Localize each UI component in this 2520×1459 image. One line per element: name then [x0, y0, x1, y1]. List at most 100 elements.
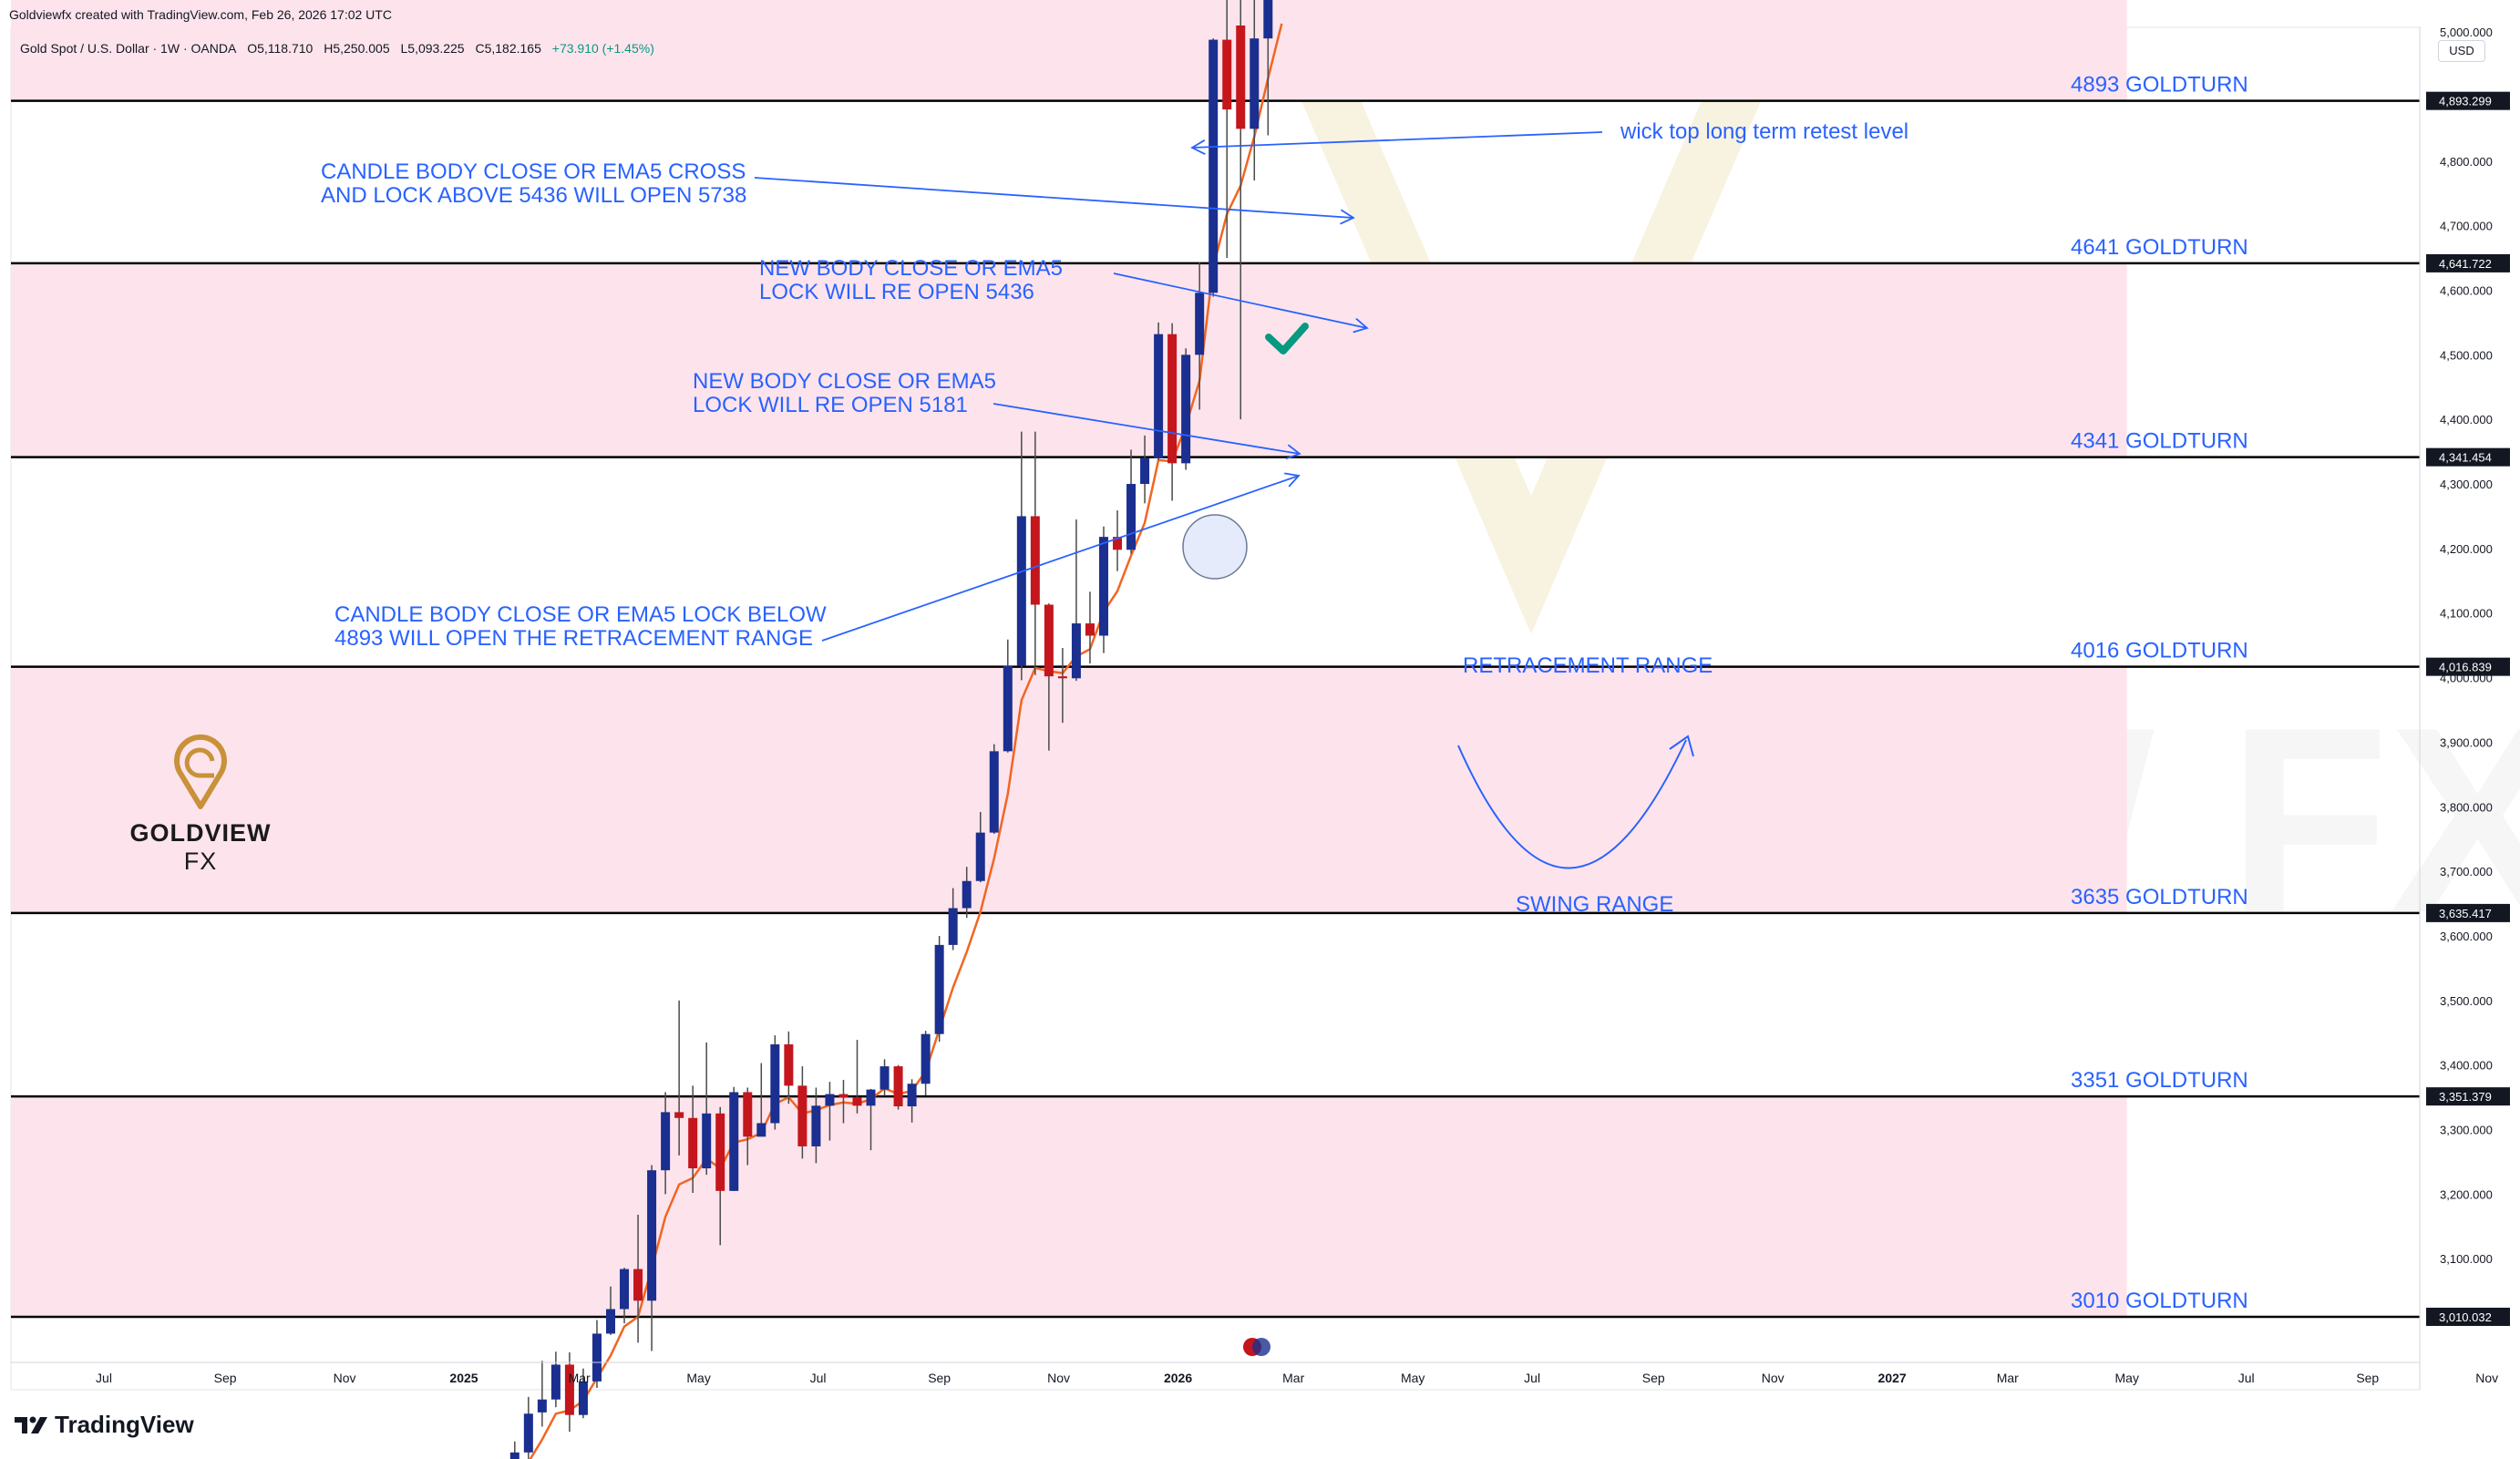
candle	[1209, 38, 1219, 297]
price-tick-label: 4,300.000	[2440, 478, 2493, 491]
candle	[1154, 322, 1164, 460]
candle	[606, 1286, 616, 1335]
symbol-name[interactable]: Gold Spot / U.S. Dollar · 1W · OANDA	[20, 41, 237, 56]
candle-body	[838, 1094, 849, 1098]
price-tick-label: 4,200.000	[2440, 542, 2493, 556]
level-label: 4016 GOLDTURN	[2071, 639, 2248, 663]
level-price-tag-text: 4,016.839	[2439, 661, 2492, 674]
candle-body	[989, 751, 999, 833]
time-tick-label: Sep	[928, 1371, 951, 1385]
tradingview-logo[interactable]: TradingView	[13, 1411, 194, 1439]
candle	[852, 1040, 862, 1114]
level-price-tag-bg	[2426, 1087, 2510, 1106]
candle-body	[743, 1092, 753, 1137]
level-label: 4341 GOLDTURN	[2071, 429, 2248, 454]
candle	[674, 1000, 684, 1156]
level-price-tag-text: 3,635.417	[2439, 907, 2492, 920]
candle	[729, 1086, 739, 1191]
swing-range-label: SWING RANGE	[1516, 892, 1673, 917]
annotation-4893-arrow	[821, 472, 1301, 642]
candle-body	[1071, 623, 1081, 679]
candle	[770, 1035, 780, 1130]
arrow-line	[993, 403, 1301, 455]
candle-body	[1085, 623, 1095, 636]
candle-body	[688, 1117, 698, 1169]
candle-body	[1209, 39, 1219, 293]
time-tick-label: Jul	[2238, 1371, 2255, 1385]
annotation-5738-line1: CANDLE BODY CLOSE OR EMA5 CROSS	[321, 159, 746, 184]
candle	[743, 1087, 753, 1166]
price-change: +73.910 (+1.45%)	[551, 41, 654, 56]
level-price-tag: 4,893.299	[2426, 91, 2510, 110]
candle-body	[1003, 665, 1013, 752]
time-tick-label: Nov	[2475, 1371, 2498, 1385]
candle-body	[1181, 354, 1191, 464]
candle	[578, 1368, 588, 1419]
ohlc-close: C5,182.165	[475, 41, 541, 56]
candle-body	[811, 1105, 821, 1146]
candle	[1016, 431, 1026, 681]
candle	[797, 1066, 807, 1159]
candle	[661, 1092, 671, 1195]
arrow-head	[1285, 444, 1301, 460]
candle	[591, 1320, 602, 1388]
time-tick-label: Nov	[1762, 1371, 1785, 1385]
candle-body	[825, 1094, 835, 1106]
ohlc-low: L5,093.225	[400, 41, 465, 56]
candle-body	[852, 1097, 862, 1106]
arrow-head	[1340, 209, 1355, 225]
highlight-circle	[1182, 514, 1248, 580]
currency-button[interactable]: USD	[2438, 40, 2485, 62]
candle	[825, 1082, 835, 1141]
price-tick-label: 3,300.000	[2440, 1124, 2493, 1137]
arrow-line	[754, 177, 1354, 219]
candle-body	[647, 1170, 657, 1301]
wick-top-arrow	[1190, 131, 1603, 155]
candle-body	[1057, 676, 1067, 679]
arrow-line	[821, 475, 1300, 642]
level-label: 3635 GOLDTURN	[2071, 885, 2248, 909]
candle-body	[715, 1113, 725, 1191]
level-price-tag-bg	[2426, 447, 2510, 467]
candle	[523, 1396, 533, 1459]
candle	[811, 1087, 821, 1164]
candle-body	[1250, 38, 1260, 129]
tradingview-mark-icon	[15, 1416, 47, 1433]
time-tick-label: Mar	[1282, 1371, 1304, 1385]
candle-body	[702, 1113, 712, 1169]
candle	[893, 1064, 903, 1110]
ohlc-open: O5,118.710	[247, 41, 314, 56]
price-tick-label: 4,600.000	[2440, 283, 2493, 297]
candle	[1140, 435, 1150, 504]
candle	[715, 1106, 725, 1246]
candle	[879, 1059, 890, 1096]
time-tick-label: 2027	[1878, 1371, 1907, 1385]
candle	[962, 867, 972, 919]
wick-top-label: wick top long term retest level	[1620, 119, 1908, 144]
candle-body	[1154, 334, 1164, 458]
goldview-mark-icon	[174, 734, 227, 809]
candle-body	[564, 1364, 574, 1415]
candle	[907, 1079, 917, 1123]
level-price-tag: 4,341.454	[2426, 447, 2510, 467]
candle-body	[550, 1364, 561, 1400]
time-tick-label: May	[2115, 1371, 2139, 1385]
time-tick-label: Mar	[569, 1371, 591, 1385]
retracement-range-label: RETRACEMENT RANGE	[1463, 653, 1713, 678]
price-tick-label: 3,600.000	[2440, 930, 2493, 943]
swing-range-curve	[1457, 735, 1694, 869]
annotation-5738-line2: AND LOCK ABOVE 5436 WILL OPEN 5738	[321, 183, 746, 208]
level-label: 4641 GOLDTURN	[2071, 235, 2248, 260]
time-tick-label: Jul	[96, 1371, 112, 1385]
level-label: 3351 GOLDTURN	[2071, 1068, 2248, 1093]
candle	[1250, 0, 1260, 181]
time-tick-label: Mar	[1997, 1371, 2019, 1385]
candle-body	[756, 1123, 766, 1137]
candle	[1030, 431, 1040, 675]
time-tick-label: Nov	[1047, 1371, 1070, 1385]
candle-body	[921, 1033, 931, 1084]
time-tick-label: Nov	[334, 1371, 356, 1385]
zone-band	[11, 1096, 2127, 1317]
candle-body	[1044, 604, 1054, 677]
